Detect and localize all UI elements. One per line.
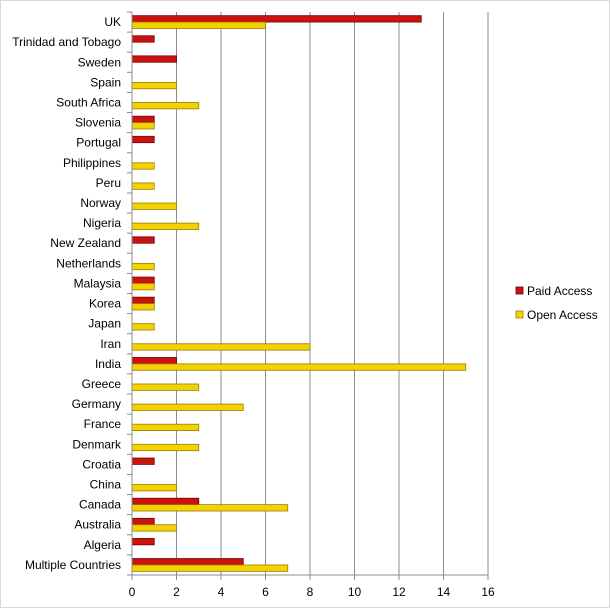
bar-paid-access (131, 538, 155, 546)
legend-label-paid-access: Paid Access (527, 284, 592, 298)
bar-open-access (131, 504, 289, 512)
bar-open-access (131, 102, 200, 110)
bar-open-access (131, 363, 467, 371)
category-label: Norway (80, 196, 121, 210)
category-label: Denmark (72, 437, 122, 451)
legend-label-open-access: Open Access (527, 308, 598, 322)
category-label: Greece (82, 377, 122, 391)
category-label: Japan (88, 317, 121, 331)
legend-swatch-open-access (515, 310, 524, 319)
bar-open-access (131, 484, 177, 492)
legend: Paid Access Open Access (515, 284, 598, 322)
bar-open-access (131, 443, 200, 452)
category-label: Croatia (82, 457, 121, 471)
bar-open-access (131, 122, 155, 130)
bar-open-access (131, 222, 200, 230)
category-label: Canada (79, 498, 121, 512)
category-label: Korea (89, 297, 121, 311)
bar-paid-access (131, 517, 155, 526)
bar-open-access (131, 343, 311, 351)
x-tick-label: 6 (262, 585, 269, 599)
bar-open-access (131, 423, 200, 431)
bar-open-access (131, 524, 177, 532)
category-label: Philippines (63, 156, 121, 170)
bar-open-access (131, 202, 177, 210)
bar-paid-access (131, 15, 422, 23)
bar-paid-access (131, 457, 155, 465)
x-tick-labels: 0 2 4 6 8 10 12 14 16 (129, 585, 495, 599)
bar-paid-access (131, 558, 244, 566)
category-label: New Zealand (50, 236, 121, 250)
x-tick-label: 8 (307, 585, 314, 599)
category-label: Algeria (84, 538, 122, 552)
category-label: Spain (90, 75, 121, 89)
bar-paid-access (131, 276, 155, 284)
bar-open-access (131, 81, 177, 90)
category-label: Slovenia (75, 116, 121, 130)
x-tick-label: 4 (218, 585, 225, 599)
bar-open-access (131, 303, 155, 311)
category-label: Trinidad and Tobago (12, 35, 121, 49)
category-label: South Africa (56, 95, 121, 109)
category-label: Netherlands (56, 256, 121, 270)
x-tick-label: 12 (392, 585, 406, 599)
category-labels: UK Trinidad and Tobago Sweden Spain South Af… (12, 15, 122, 572)
bar-open-access (131, 21, 266, 29)
bar-paid-access (131, 236, 155, 244)
category-label: Germany (72, 397, 121, 411)
category-label: Sweden (78, 55, 121, 69)
category-label: France (84, 417, 122, 431)
bar-paid-access (131, 296, 155, 304)
x-tick-label: 14 (437, 585, 451, 599)
category-label: India (95, 357, 121, 371)
category-label: Australia (74, 518, 121, 532)
category-label: Multiple Countries (25, 558, 121, 572)
category-label: Iran (100, 337, 121, 351)
category-label: China (90, 478, 122, 492)
x-tick-label: 16 (481, 585, 495, 599)
x-tick-label: 2 (173, 585, 180, 599)
bar-open-access (131, 564, 289, 572)
bar-paid-access (131, 497, 200, 506)
bar-paid-access (131, 135, 155, 144)
bar-open-access (131, 323, 155, 331)
x-tick-label: 10 (348, 585, 362, 599)
category-label: Peru (96, 176, 121, 190)
bar-open-access (131, 262, 155, 271)
category-label: Malaysia (74, 276, 122, 290)
bar-open-access (131, 383, 200, 391)
bar-paid-access (131, 55, 177, 63)
bar-paid-access (131, 115, 155, 123)
bar-open-access (131, 283, 155, 291)
axes (127, 11, 489, 580)
category-label: Portugal (76, 136, 121, 150)
legend-swatch-paid-access (515, 286, 524, 295)
x-tick-label: 0 (129, 585, 136, 599)
bar-open-access (131, 182, 155, 190)
bar-open-access (131, 403, 244, 411)
bar-paid-access (131, 35, 155, 43)
category-label: UK (104, 15, 121, 29)
bar-open-access (131, 162, 155, 170)
category-label: Nigeria (83, 216, 121, 230)
bar-paid-access (131, 357, 177, 365)
